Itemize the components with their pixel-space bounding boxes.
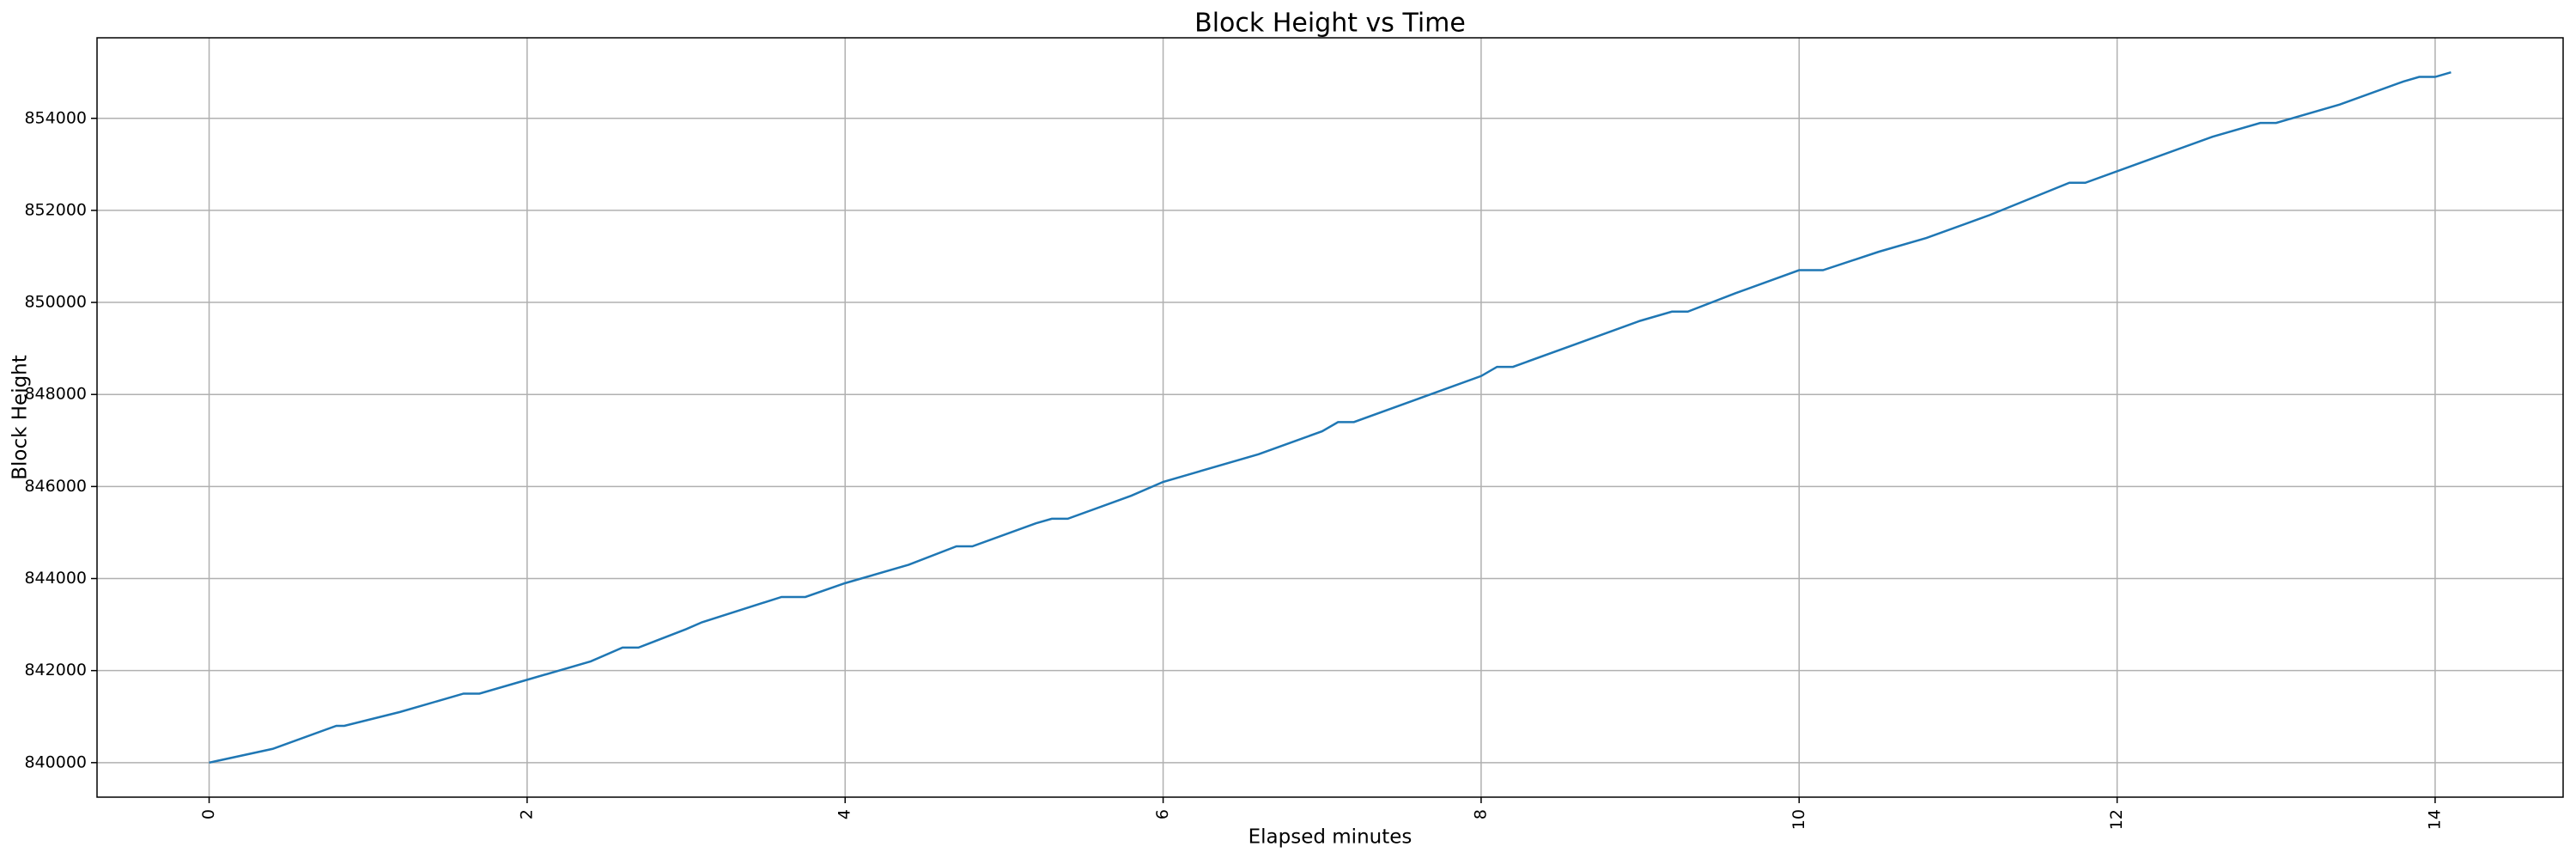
y-tick-label: 842000 [24,661,87,679]
x-tick-label: 10 [1789,809,1808,830]
y-tick-label: 854000 [24,108,87,127]
y-tick-label: 846000 [24,477,87,496]
plot-frame [96,37,2564,798]
x-tick-label: 0 [199,809,218,819]
y-axis-label: Block Height [9,355,32,480]
x-tick-label: 2 [517,809,536,819]
y-tick-label: 844000 [24,569,87,588]
y-tick-label: 850000 [24,293,87,312]
x-tick-label: 8 [1471,809,1490,819]
x-tick-label: 4 [835,809,854,819]
y-tick-label: 848000 [24,385,87,404]
x-tick-label: 6 [1153,809,1172,819]
y-tick-label: 840000 [24,752,87,771]
chart-title: Block Height vs Time [1194,9,1466,39]
x-axis-label: Elapsed minutes [1249,826,1413,849]
x-tick-label: 12 [2107,809,2126,830]
y-tick-label: 852000 [24,200,87,219]
x-tick-label: 14 [2425,809,2444,830]
data-line [209,70,2451,765]
